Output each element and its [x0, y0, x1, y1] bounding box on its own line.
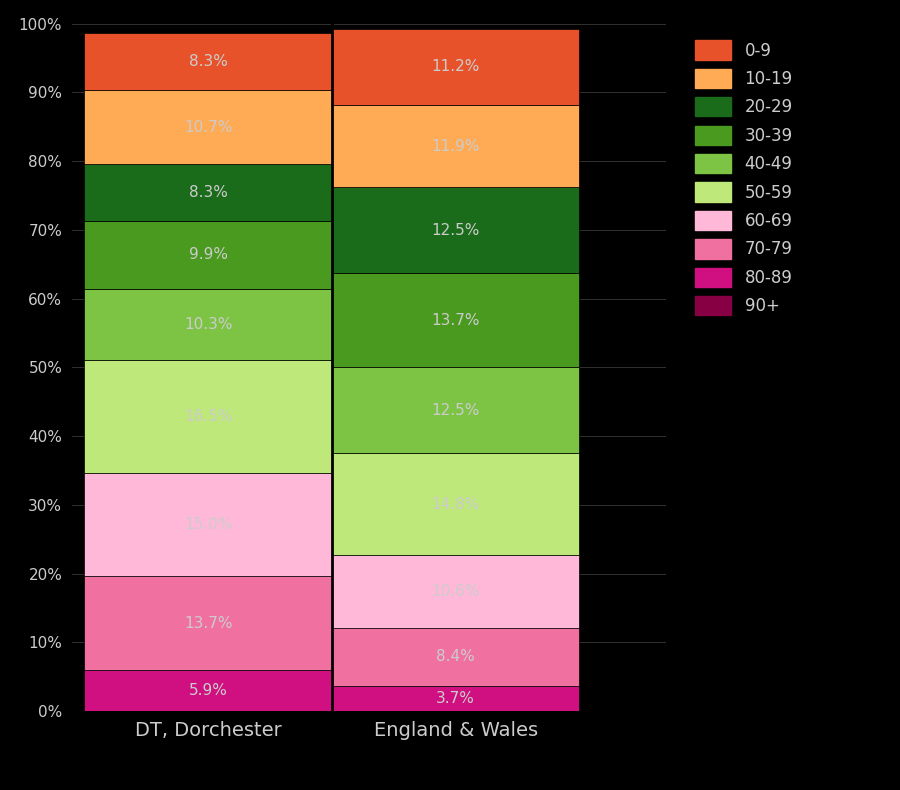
Text: 12.5%: 12.5%: [431, 223, 480, 238]
Bar: [85, 164, 332, 221]
Text: 5.9%: 5.9%: [189, 683, 228, 698]
Text: 10.3%: 10.3%: [184, 317, 232, 332]
Bar: [85, 576, 332, 671]
Text: 11.2%: 11.2%: [431, 59, 480, 74]
Text: 12.5%: 12.5%: [431, 403, 480, 418]
Text: 3.7%: 3.7%: [436, 690, 475, 705]
Bar: [85, 221, 332, 289]
Bar: [85, 359, 332, 473]
Bar: [85, 33, 332, 90]
Text: 8.3%: 8.3%: [189, 185, 228, 200]
Legend: 0-9, 10-19, 20-29, 30-39, 40-49, 50-59, 60-69, 70-79, 80-89, 90+: 0-9, 10-19, 20-29, 30-39, 40-49, 50-59, …: [686, 32, 801, 324]
Text: 15.0%: 15.0%: [184, 517, 232, 532]
Bar: [332, 686, 580, 711]
Bar: [332, 28, 580, 106]
Bar: [85, 90, 332, 164]
Text: 10.7%: 10.7%: [184, 119, 232, 134]
Text: 14.8%: 14.8%: [431, 497, 480, 512]
Text: 10.6%: 10.6%: [431, 584, 480, 599]
Bar: [332, 453, 580, 555]
Bar: [332, 273, 580, 367]
Bar: [332, 628, 580, 686]
Text: 16.5%: 16.5%: [184, 409, 232, 424]
Bar: [85, 289, 332, 359]
Bar: [85, 473, 332, 576]
Text: 8.3%: 8.3%: [189, 55, 228, 70]
Bar: [332, 106, 580, 187]
Text: 11.9%: 11.9%: [431, 139, 480, 154]
Text: 9.9%: 9.9%: [189, 247, 228, 262]
Text: 13.7%: 13.7%: [184, 616, 232, 631]
Bar: [332, 187, 580, 273]
Bar: [332, 367, 580, 453]
Text: 13.7%: 13.7%: [431, 313, 480, 328]
Text: 8.4%: 8.4%: [436, 649, 475, 664]
Bar: [332, 555, 580, 628]
Bar: [85, 671, 332, 711]
